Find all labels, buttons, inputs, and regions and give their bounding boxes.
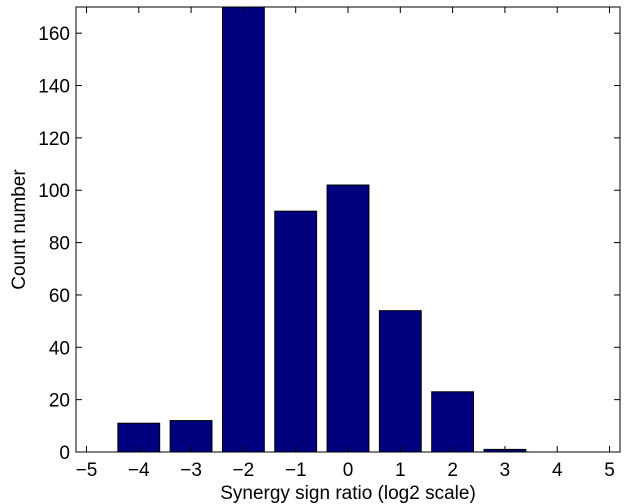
x-tick-label-3: −2 [233,460,255,481]
bars-group [117,6,527,453]
y-tick-label-3: 60 [49,286,70,307]
y-axis-ticks: 0 20 40 60 80 100 120 140 160 [38,24,620,464]
x-tick-label-4: −1 [285,460,307,481]
x-tick-label-2: −3 [180,460,202,481]
bar-5 [326,184,370,453]
y-tick-label-2: 40 [49,338,70,359]
x-tick-label-1: −4 [128,460,150,481]
bar-3 [221,6,265,453]
bar-4 [274,210,318,453]
plot-frame [75,6,621,453]
x-tick-label-10: 5 [604,460,615,481]
y-tick-label-0: 0 [59,443,70,464]
x-tick-label-7: 2 [447,460,458,481]
x-axis-ticks: −5 −4 −3 −2 −1 0 1 2 3 4 5 [76,7,615,481]
bar-6 [378,310,422,453]
y-axis-label: Count number [9,169,30,290]
y-tick-label-4: 80 [49,234,70,255]
x-tick-label-9: 4 [552,460,563,481]
x-tick-label-0: −5 [76,460,98,481]
bar-7 [431,391,475,453]
y-tick-label-1: 20 [49,391,70,412]
y-tick-label-5: 100 [38,181,70,202]
x-tick-label-6: 1 [395,460,406,481]
x-tick-label-8: 3 [500,460,511,481]
x-axis-label: Synergy sign ratio (log2 scale) [220,483,476,504]
x-tick-label-5: 0 [343,460,354,481]
y-tick-label-7: 140 [38,77,70,98]
y-tick-label-8: 160 [38,24,70,45]
y-tick-label-6: 120 [38,129,70,150]
